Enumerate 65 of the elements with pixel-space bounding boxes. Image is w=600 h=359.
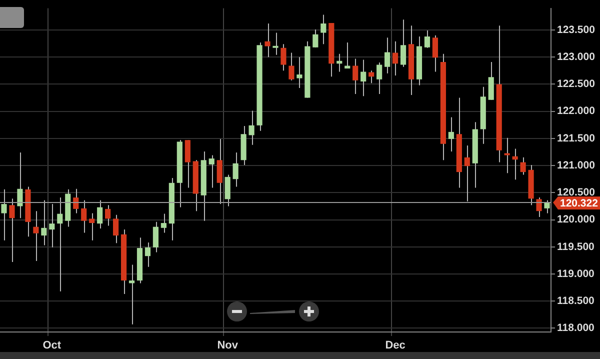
ref-line-label: 120.322 — [560, 197, 598, 210]
candlestick — [280, 44, 286, 72]
candlestick — [160, 213, 166, 234]
candlestick — [224, 174, 230, 207]
y-tick-label: 121.000 — [557, 159, 596, 172]
y-tick-label: 118.500 — [557, 294, 595, 307]
x-tick-label: Dec — [385, 340, 406, 352]
candlestick — [105, 204, 111, 226]
candlestick — [248, 110, 254, 146]
candlestick — [232, 152, 238, 188]
candlestick — [144, 242, 151, 268]
candlestick — [288, 52, 294, 81]
candlestick — [392, 40, 398, 76]
candlestick — [97, 200, 103, 229]
y-tick-label: 122.500 — [557, 78, 596, 90]
y-tick-label: 121.500 — [557, 132, 596, 144]
candlestick — [33, 210, 39, 262]
candlestick — [208, 154, 214, 188]
candlestick — [49, 204, 55, 248]
y-tick-label: 123.000 — [557, 50, 596, 63]
candlestick — [216, 138, 222, 205]
x-tick-label: Nov — [217, 340, 239, 352]
candlestick — [320, 14, 326, 45]
candlestick — [17, 152, 23, 219]
candlestick — [520, 156, 526, 176]
candlestick — [488, 61, 494, 100]
candlestick — [544, 200, 550, 214]
candlestick — [41, 200, 47, 246]
candlestick — [384, 37, 390, 74]
candlestick — [272, 32, 278, 56]
candlestick — [184, 140, 190, 188]
candlestick — [89, 212, 95, 241]
candlestick — [344, 42, 350, 69]
y-tick-label: 119.000 — [557, 268, 595, 280]
candlestick — [432, 34, 438, 72]
candlestick — [512, 148, 518, 180]
y-tick-label: 118.000 — [557, 322, 595, 334]
y-tick-label: 120.000 — [557, 214, 596, 226]
candlestick — [128, 264, 135, 325]
candlestick — [352, 58, 358, 94]
candlestick — [504, 137, 510, 174]
y-tick-label: 119.500 — [557, 240, 595, 253]
x-tick-label: Oct — [42, 340, 62, 352]
candlestick — [112, 214, 119, 244]
y-tick-label: 122.000 — [557, 105, 596, 118]
candlestick — [400, 19, 406, 68]
y-tick-label: 123.500 — [557, 24, 596, 36]
candlestick — [296, 56, 302, 89]
candlestick — [312, 28, 318, 48]
candlestick — [464, 144, 470, 202]
candlestick — [448, 116, 454, 152]
y-tick-label: 120.500 — [557, 186, 596, 199]
candlestick — [376, 62, 382, 94]
candlestick — [57, 197, 63, 292]
candlestick — [73, 188, 79, 214]
candlestick — [360, 59, 366, 97]
candlestick — [336, 53, 342, 72]
candlestick — [9, 198, 15, 263]
candlestick — [81, 200, 87, 234]
candlestick — [152, 221, 159, 253]
candlestick — [368, 70, 374, 84]
candlestick — [264, 22, 270, 58]
candlestick — [424, 30, 430, 48]
candlestick — [536, 197, 542, 218]
candlestick — [1, 188, 7, 241]
